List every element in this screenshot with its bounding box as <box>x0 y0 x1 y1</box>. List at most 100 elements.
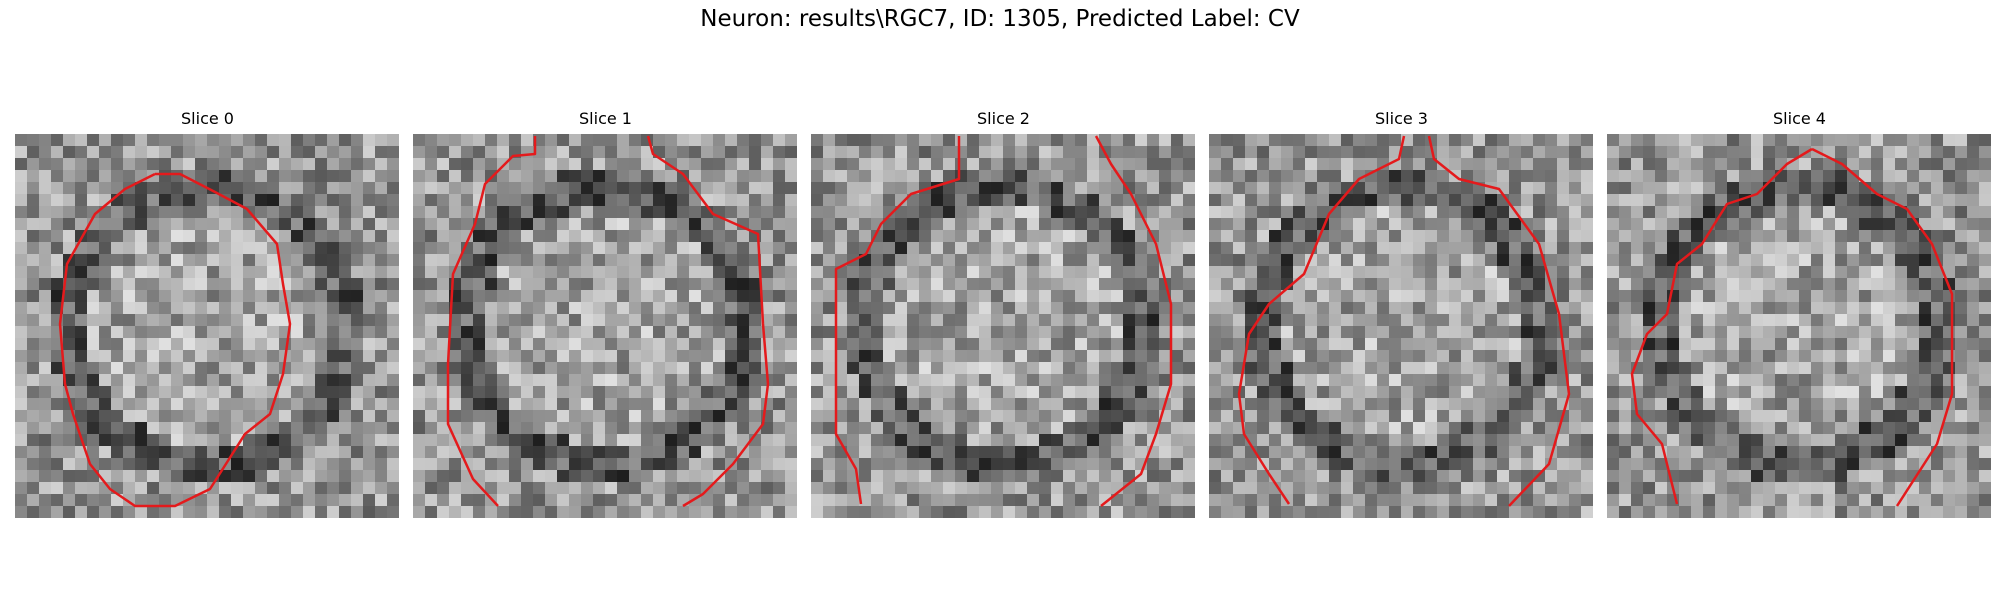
pixel <box>1509 230 1521 242</box>
pixel <box>1715 434 1727 446</box>
pixel <box>1341 506 1353 518</box>
pixel <box>1257 170 1269 182</box>
pixel <box>1051 494 1063 506</box>
pixel <box>773 434 785 446</box>
pixel <box>27 446 39 458</box>
pixel <box>413 170 425 182</box>
pixel <box>1509 170 1521 182</box>
pixel <box>207 410 219 422</box>
pixel <box>1449 506 1461 518</box>
pixel <box>207 458 219 470</box>
pixel <box>1027 242 1039 254</box>
pixel <box>593 470 605 482</box>
pixel <box>1281 206 1293 218</box>
pixel <box>1257 446 1269 458</box>
pixel <box>1123 146 1135 158</box>
pixel <box>279 446 291 458</box>
pixel <box>979 338 991 350</box>
pixel <box>967 374 979 386</box>
pixel <box>847 434 859 446</box>
pixel <box>883 242 895 254</box>
pixel <box>1703 446 1715 458</box>
pixel <box>847 134 859 146</box>
pixel <box>111 146 123 158</box>
pixel <box>1485 350 1497 362</box>
pixel <box>979 374 991 386</box>
pixel <box>509 374 521 386</box>
pixel <box>641 170 653 182</box>
pixel <box>1425 506 1437 518</box>
pixel <box>219 134 231 146</box>
pixel <box>1257 230 1269 242</box>
pixel <box>665 134 677 146</box>
pixel <box>1751 170 1763 182</box>
pixel <box>15 170 27 182</box>
pixel <box>1437 374 1449 386</box>
pixel <box>835 302 847 314</box>
pixel <box>171 290 183 302</box>
pixel <box>315 170 327 182</box>
pixel <box>1895 242 1907 254</box>
pixel <box>811 182 823 194</box>
pixel <box>375 194 387 206</box>
pixel <box>629 146 641 158</box>
pixel <box>1691 386 1703 398</box>
pixel <box>1039 170 1051 182</box>
pixel <box>123 386 135 398</box>
pixel <box>51 182 63 194</box>
pixel <box>641 434 653 446</box>
pixel <box>1437 506 1449 518</box>
pixel <box>111 398 123 410</box>
pixel <box>1183 278 1195 290</box>
pixel <box>339 170 351 182</box>
pixel <box>1329 446 1341 458</box>
pixel <box>27 146 39 158</box>
pixel <box>1233 266 1245 278</box>
pixel <box>231 314 243 326</box>
pixel <box>835 494 847 506</box>
pixel <box>871 434 883 446</box>
pixel <box>1425 242 1437 254</box>
pixel <box>1027 314 1039 326</box>
pixel <box>27 230 39 242</box>
pixel <box>811 446 823 458</box>
pixel <box>159 170 171 182</box>
pixel <box>617 170 629 182</box>
pixel <box>605 482 617 494</box>
pixel <box>1655 458 1667 470</box>
pixel <box>1147 170 1159 182</box>
pixel <box>27 218 39 230</box>
pixel <box>1751 242 1763 254</box>
pixel <box>931 218 943 230</box>
pixel <box>581 434 593 446</box>
pixel <box>255 506 267 518</box>
pixel <box>51 218 63 230</box>
pixel <box>1751 230 1763 242</box>
pixel <box>231 230 243 242</box>
pixel <box>255 470 267 482</box>
pixel <box>1703 278 1715 290</box>
pixel <box>701 134 713 146</box>
pixel <box>1607 422 1619 434</box>
pixel <box>1183 290 1195 302</box>
pixel <box>207 254 219 266</box>
pixel <box>979 290 991 302</box>
pixel <box>749 170 761 182</box>
pixel <box>39 242 51 254</box>
pixel <box>1631 146 1643 158</box>
pixel <box>1437 398 1449 410</box>
pixel <box>1823 338 1835 350</box>
pixel <box>1643 194 1655 206</box>
pixel <box>1811 410 1823 422</box>
pixel <box>737 386 749 398</box>
pixel <box>1221 146 1233 158</box>
pixel <box>1739 182 1751 194</box>
pixel <box>1401 194 1413 206</box>
pixel <box>1269 458 1281 470</box>
pixel <box>823 374 835 386</box>
pixel <box>1305 338 1317 350</box>
pixel <box>51 254 63 266</box>
pixel <box>967 470 979 482</box>
pixel <box>1691 182 1703 194</box>
pixel <box>1823 434 1835 446</box>
